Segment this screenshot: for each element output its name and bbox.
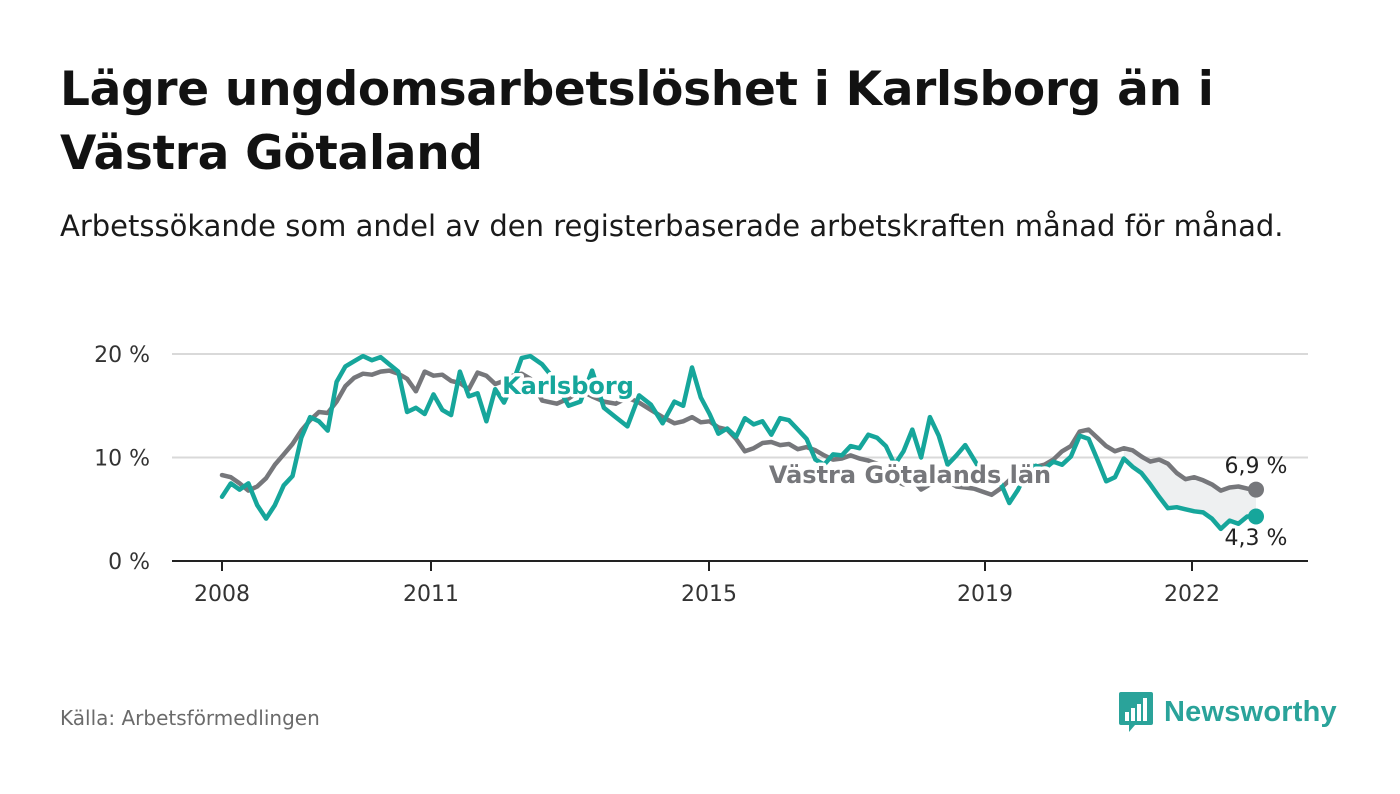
end-value-vastra-gotaland: 6,9 % [1225,454,1288,479]
x-tick-label: 2011 [403,582,459,607]
series-lines [219,353,1264,532]
source-note: Källa: Arbetsförmedlingen [60,706,320,730]
chart-subtitle: Arbetssökande som andel av den registerb… [60,209,1284,243]
gap-area [1123,448,1256,529]
series-line-karlsborg [219,353,1259,532]
x-tick-label: 2008 [194,582,250,607]
end-marker-vastra-gotaland [1248,481,1264,498]
x-tick-label: 2022 [1164,582,1220,607]
y-tick-label: 20 % [94,343,150,368]
x-axis: 2008 2011 2015 2019 2022 [172,560,1308,607]
brand-name: Newsworthy [1164,695,1337,728]
series-line-vastra-gotaland [219,368,1259,498]
end-value-karlsborg: 4,3 % [1225,526,1288,551]
y-tick-label: 10 % [94,447,150,472]
series-labels: Karlsborg Västra Götalands län 6,9 % 4,3… [499,369,1288,552]
y-axis: 0 % 10 % 20 % [94,343,150,575]
x-tick-label: 2015 [681,582,737,607]
chart-title: Lägre ungdomsarbetslöshet i Karlsborg än… [60,62,1214,181]
series-label-vastra-gotaland: Västra Götalands län [769,461,1051,489]
y-tick-label: 0 % [108,550,150,575]
line-chart: 0 % 10 % 20 % 2008 2011 2015 2019 2022 Karlsbo… [94,343,1308,607]
brand-logo: Newsworthy [1118,690,1337,734]
newsworthy-logo-icon [1119,692,1153,732]
series-label-karlsborg: Karlsborg [502,372,634,400]
x-tick-label: 2019 [957,582,1013,607]
end-marker-karlsborg [1248,508,1264,525]
grid-lines [172,353,1308,459]
